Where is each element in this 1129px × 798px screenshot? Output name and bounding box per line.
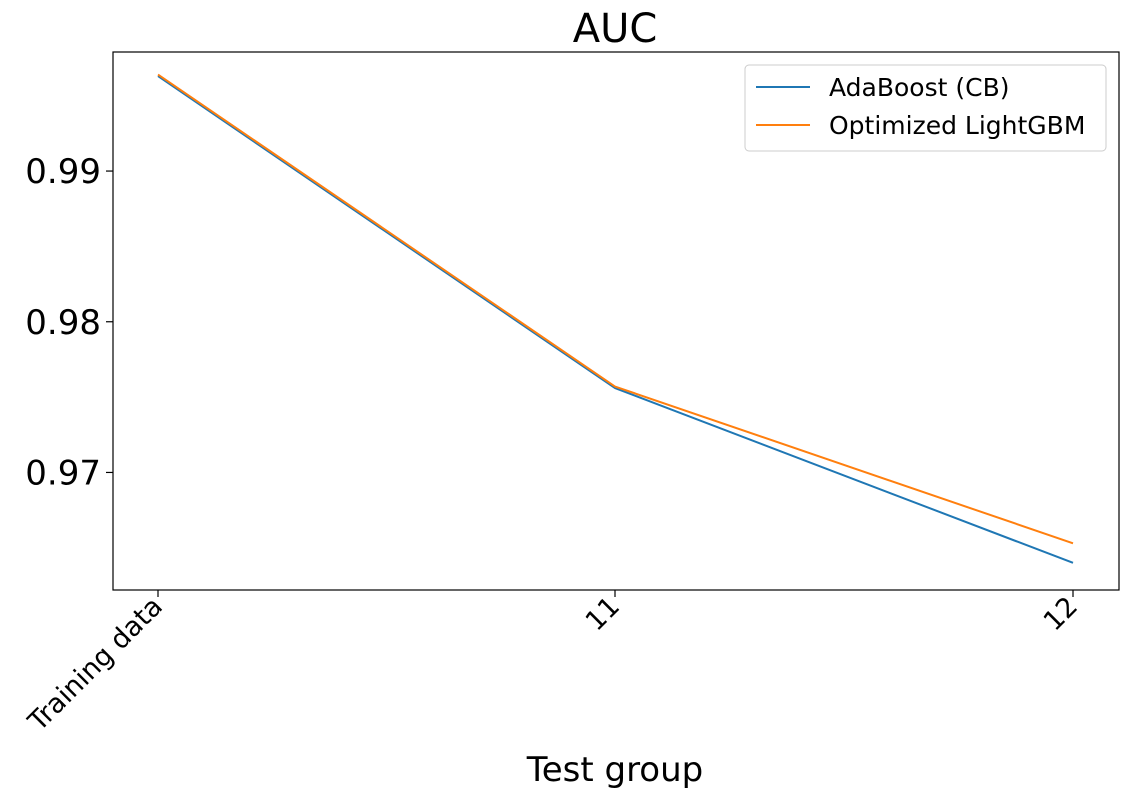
chart-title: AUC [573,6,658,52]
x-axis: Training data 11 12 [22,590,1084,738]
x-axis-label: Test group [526,750,704,790]
y-tick-label: 0.99 [25,152,101,192]
x-tick-label: 12 [1038,591,1084,637]
legend-box [744,64,1107,152]
series-line-0 [157,75,1074,564]
y-tick-label: 0.98 [25,303,101,343]
x-tick-label: 11 [580,591,626,637]
legend: AdaBoost (CB) Optimized LightGBM [744,64,1107,152]
plot-area [112,51,1120,591]
y-axis: 0.97 0.98 0.99 [25,152,113,493]
series-lines [157,73,1074,564]
y-tick-label: 0.97 [25,453,101,493]
series-line-1 [157,73,1074,545]
x-tick-label: Training data [22,591,169,738]
legend-label-1: Optimized LightGBM [829,111,1085,140]
legend-label-0: AdaBoost (CB) [829,73,1009,102]
